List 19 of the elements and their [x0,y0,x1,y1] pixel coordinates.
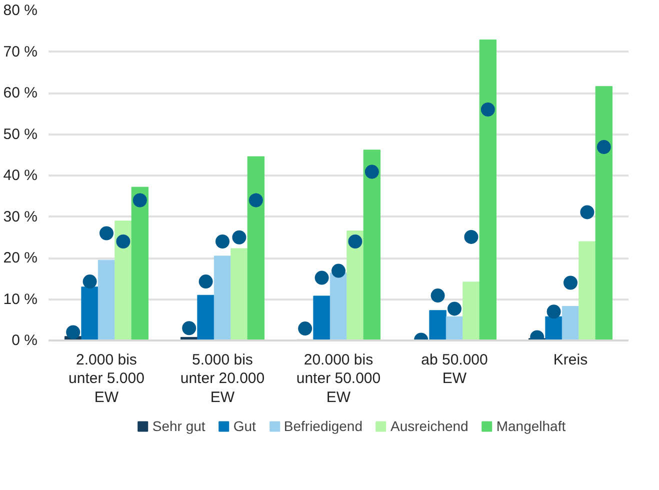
x-tick-label: Kreis [553,352,588,368]
y-tick-label: 10 % [3,290,38,308]
y-tick-label: 70 % [3,43,38,60]
y-tick-label: 50 % [3,126,38,143]
legend-label: Ausreichend [390,418,468,434]
legend-label: Mangelhaft [496,418,566,434]
y-tick-label: 60 % [3,84,38,102]
legend-label: Sehr gut [152,418,206,434]
legend-label: Gut [233,418,256,434]
y-tick-label: 20 % [3,250,38,266]
y-tick-label: 40 % [3,167,38,184]
y-tick-label: 30 % [3,208,38,226]
x-tick-label: 5.000 bis unter 20.000 EW [180,352,265,406]
x-tick-label: ab 50.000 EW [421,352,488,388]
y-tick-label: 0 % [12,332,38,349]
legend-label: Befriedigend [284,418,363,434]
x-tick-label: 20.000 bis unter 50.000 EW [296,352,381,406]
y-tick-label: 80 % [3,2,38,19]
x-tick-label: 2.000 bis unter 5.000 EW [68,352,144,406]
